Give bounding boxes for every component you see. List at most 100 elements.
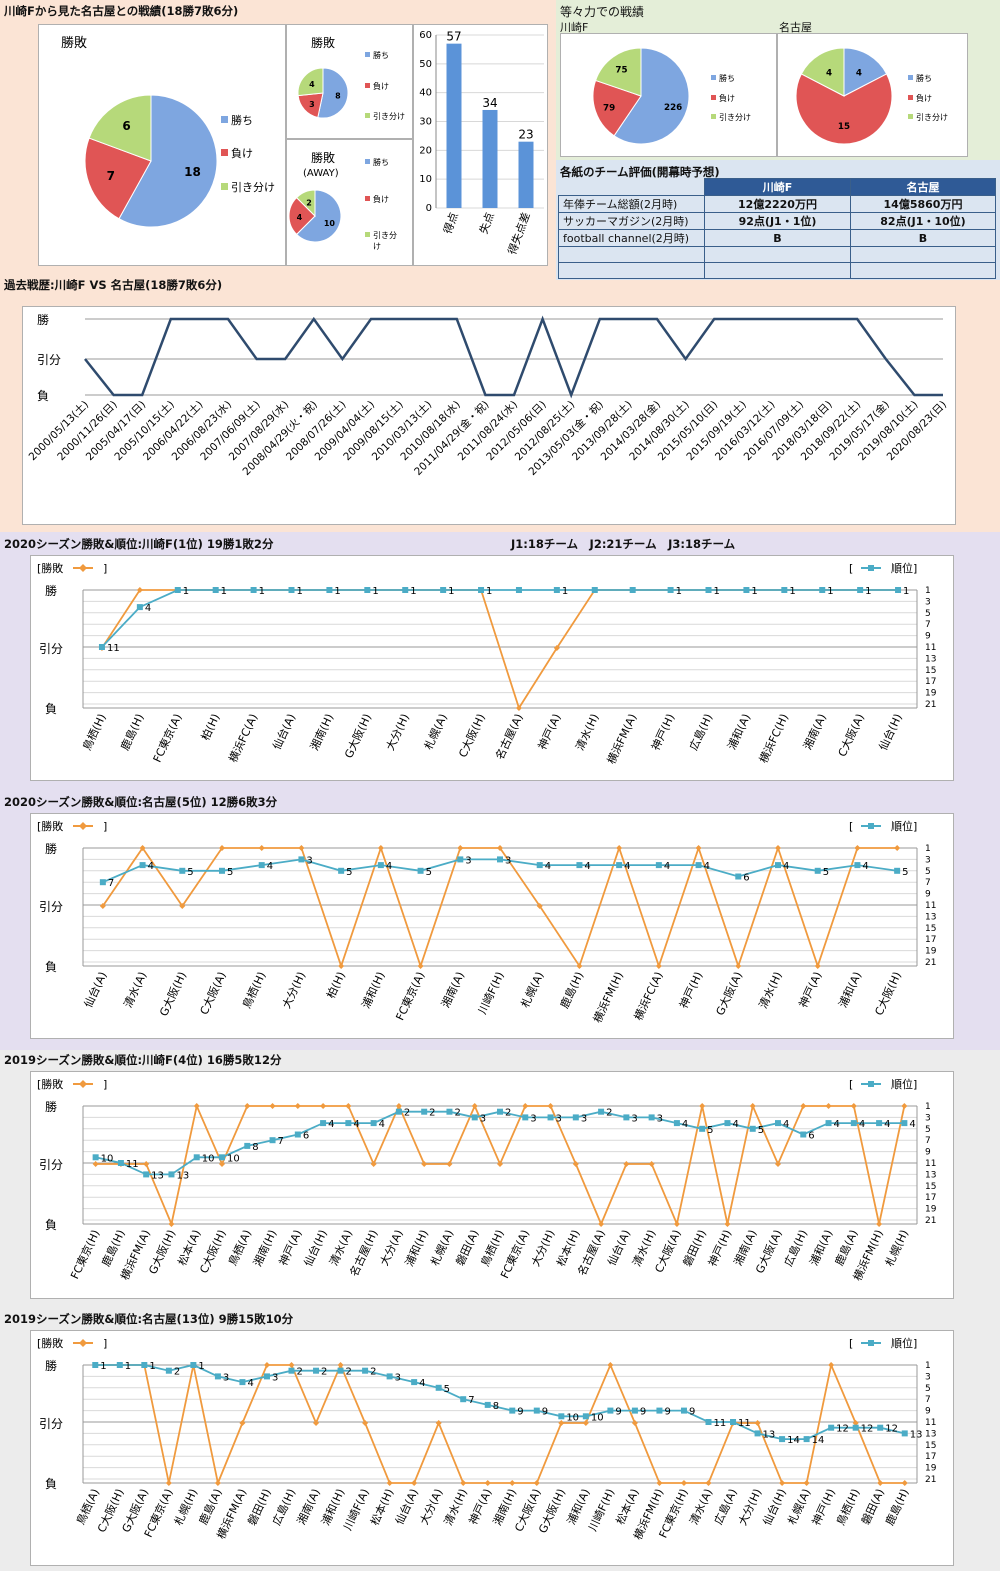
season-category-label: 横浜FM(A) [604, 711, 639, 766]
rank-point [326, 587, 333, 593]
rank-point [800, 1131, 807, 1138]
season-rank-tick: 15 [925, 924, 936, 934]
season-category-label: 神戸(A) [796, 969, 825, 1009]
legend-result-marker [79, 564, 87, 572]
chart1-box: [勝敗][順位] 勝引分負 1 3 5 7 9 11 13 15 17 19 21 11 4 1 1 1 1 1 1 1 1… [30, 555, 954, 781]
season-category-label: 浦和(A) [807, 1228, 835, 1268]
legend-rank-label: 順位] [891, 819, 917, 833]
todoroki-right-legend-win: 勝ち [916, 73, 932, 83]
rank-point [193, 1154, 200, 1161]
result-point [775, 845, 781, 851]
season-category-label: 鹿島(H) [99, 1227, 128, 1268]
season-category-label: 清水(H) [573, 712, 601, 753]
rank-data-label: 4 [545, 861, 551, 872]
rank-point [631, 1407, 638, 1414]
rank-data-label: 9 [640, 1407, 646, 1418]
season-category-label: 大分(A) [417, 1486, 446, 1526]
result-point [901, 1480, 908, 1486]
rank-point [143, 1171, 150, 1178]
result-point [136, 587, 143, 593]
season-category-label: 浦和(A) [836, 970, 864, 1010]
result-point [631, 1420, 638, 1426]
result-point [179, 903, 186, 909]
season-rank-tick: 1 [925, 586, 931, 596]
rank-data-label: 12 [836, 1424, 849, 1435]
rank-data-label: 1 [865, 586, 871, 597]
bar-value-label: 57 [446, 30, 461, 44]
history-line-chart: 勝引分負2000/05/13(土)2000/11/26(日)2005/04/17… [26, 312, 949, 478]
rank-point [497, 856, 503, 863]
legend-result-label: [勝敗 [37, 819, 63, 833]
result-point [362, 1420, 369, 1426]
rank-point [582, 1413, 589, 1420]
season-rank-tick: 21 [925, 1216, 936, 1226]
season-rank-tick: 11 [925, 643, 936, 653]
season-rank-tick: 17 [925, 677, 936, 687]
season-category-label: 松本(A) [613, 1486, 642, 1526]
season-category-label: 鳥栖(A) [73, 1486, 102, 1526]
result-point [828, 1362, 835, 1368]
season-rank-tick: 19 [925, 1464, 937, 1474]
rank-point [258, 862, 265, 869]
pie-main-title: 勝敗 [61, 36, 87, 51]
result-point [313, 1420, 320, 1426]
bar-2 [518, 141, 534, 208]
legend-result-marker [79, 1339, 87, 1347]
rank-point [440, 587, 447, 593]
result-point [298, 845, 305, 851]
rank-data-label: 2 [174, 1367, 180, 1378]
result-point [901, 1103, 908, 1109]
season-y-label: 引分 [39, 1417, 63, 1431]
result-point [370, 1161, 377, 1167]
season-rank-tick: 21 [925, 958, 936, 968]
rank-point [117, 1160, 124, 1166]
season-category-label: 湘南(H) [307, 711, 336, 752]
result-point [598, 1221, 605, 1227]
legend-rank-bracket: [ [849, 1337, 853, 1350]
result-point [421, 1161, 428, 1167]
legend-result-marker [79, 1080, 87, 1088]
rank-point [269, 1137, 276, 1144]
rank-point [263, 1373, 270, 1380]
season-rank-tick: 17 [925, 1452, 936, 1462]
rank-data-label: 10 [591, 1412, 604, 1423]
rank-point [825, 1120, 832, 1127]
pie-main-legend-loss: 負け [231, 147, 253, 160]
season-rank-tick: 11 [925, 1418, 936, 1428]
bar-y-tick: 10 [419, 174, 432, 185]
rank-data-label: 1 [183, 586, 189, 597]
result-point [484, 1480, 491, 1486]
result-point [386, 1480, 393, 1486]
rank-data-label: 6 [808, 1131, 814, 1142]
chart4-box: [勝敗][順位] 勝引分負 1 3 5 7 9 11 13 15 17 19 21 1 1 1 2 1 3 4 3 2 2 2… [30, 1330, 954, 1566]
rank-point [648, 1114, 655, 1121]
league-note: J1:18チーム J2:21チーム J3:18チーム [511, 537, 736, 551]
rank-data-label: 11 [107, 643, 120, 654]
result-point [775, 1161, 781, 1167]
rank-point [244, 1142, 251, 1149]
season-category-label: FC東京(A) [393, 969, 428, 1022]
season-category-label: FC東京(A) [150, 711, 185, 764]
season-rank-tick: 21 [925, 1475, 936, 1485]
rank-data-label: 12 [861, 1424, 874, 1435]
bar-y-tick: 0 [426, 203, 432, 214]
rank-data-label: 12 [885, 1424, 898, 1435]
rank-point [395, 1108, 402, 1115]
todoroki-left-chart: 226 79 75 勝ち 負け 引き分け [592, 47, 751, 145]
history-box: 勝引分負 2000/05/13(土) 2000/11/26(日) 2005/04/17… [22, 306, 956, 525]
season-rank-tick: 15 [925, 1182, 936, 1192]
result-point [471, 1103, 478, 1109]
season-category-label: 名古屋(A) [492, 711, 525, 761]
pie-home-legend-win: 勝ち [373, 50, 389, 60]
season-rank-tick: 5 [925, 1384, 931, 1394]
result-point [417, 963, 424, 969]
bar-category-label: 得点 [441, 211, 461, 236]
season-category-label: C大阪(H) [872, 969, 904, 1017]
rank-point [288, 1367, 295, 1374]
rank-point [667, 587, 674, 593]
rank-point [877, 1424, 884, 1431]
todoroki-left-legend-win: 勝ち [719, 73, 735, 83]
rank-point [781, 587, 788, 593]
table-row: football channel(2月時) B B [558, 229, 996, 247]
result-point [547, 1103, 554, 1109]
